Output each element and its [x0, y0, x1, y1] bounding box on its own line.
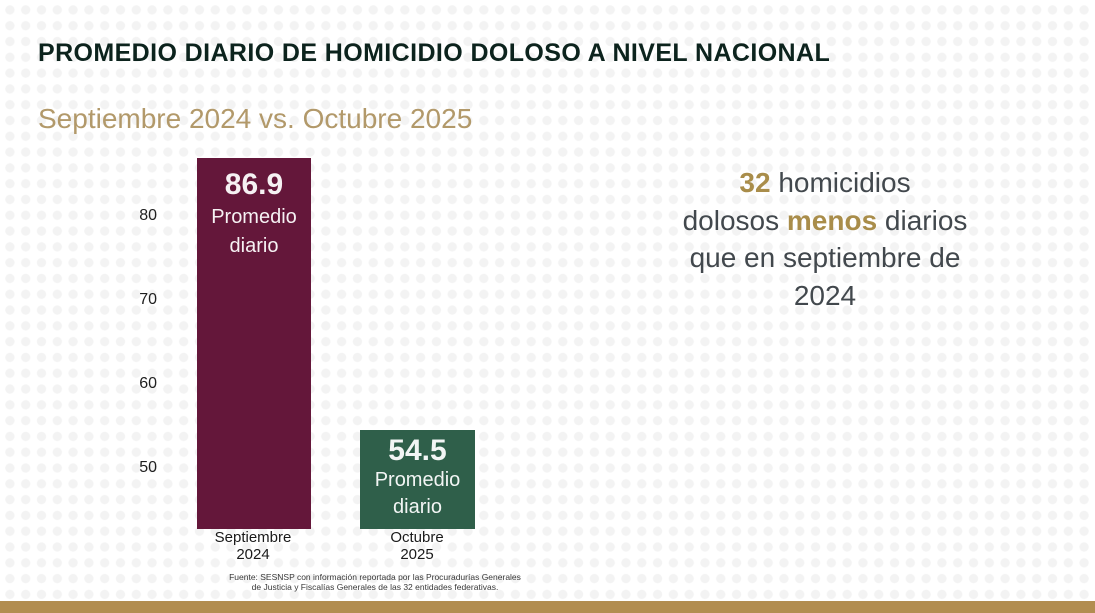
bar-septiembre-2024: 86.9 Promedio diario	[197, 158, 311, 529]
bottom-accent-bar	[0, 601, 1095, 613]
bar-value-label: 54.5	[388, 434, 447, 468]
callout-line2: dolosos menos diarios	[655, 202, 995, 240]
page-title: PROMEDIO DIARIO DE HOMICIDIO DOLOSO A NI…	[38, 39, 831, 67]
bar-value-label: 86.9	[224, 168, 284, 202]
y-axis-tick-50: 50	[139, 459, 157, 476]
bar-inner-label-line1: Promedio	[211, 206, 297, 229]
bar-inner-label-line1: Promedio	[374, 469, 461, 492]
source-line2: de Justicia y Fiscalías Generales de las…	[251, 582, 499, 592]
callout-line3: que en septiembre de	[689, 242, 961, 273]
bar-octubre-2025: 54.5 Promedio diario	[360, 430, 475, 529]
callout-line1: 32 homicidios	[655, 164, 995, 202]
x-axis-label-line2: 2024	[236, 546, 270, 563]
y-axis-tick-60: 60	[139, 375, 157, 392]
source-line1: Fuente: SESNSP con información reportada…	[229, 572, 521, 582]
x-axis-label-line1: Octubre	[390, 529, 444, 546]
chart-subtitle: Septiembre 2024 vs. Octubre 2025	[38, 103, 473, 134]
x-axis-label-line1: Septiembre	[214, 529, 292, 546]
x-axis-label-septiembre-2024: Septiembre 2024	[188, 529, 318, 563]
source-footnote: Fuente: SESNSP con información reportada…	[175, 572, 575, 592]
y-axis-tick-70: 70	[139, 291, 157, 308]
y-axis-tick-80: 80	[139, 207, 157, 224]
callout-line2-post: diarios	[877, 204, 968, 236]
callout-line4: 2024	[793, 279, 857, 311]
callout-line2-pre: dolosos	[682, 204, 787, 236]
callout-accent-number: 32	[739, 167, 771, 198]
bar-inner-label-line2: diario	[393, 496, 442, 519]
x-axis-label-octubre-2025: Octubre 2025	[352, 529, 482, 563]
callout-line1-rest: homicidios	[770, 167, 911, 198]
x-axis-label-line2: 2025	[400, 546, 434, 563]
callout-text: 32 homicidios dolosos menos diarios que …	[655, 164, 995, 314]
bar-inner-label-line2: diario	[229, 235, 279, 258]
callout-accent-menos: menos	[786, 204, 878, 236]
